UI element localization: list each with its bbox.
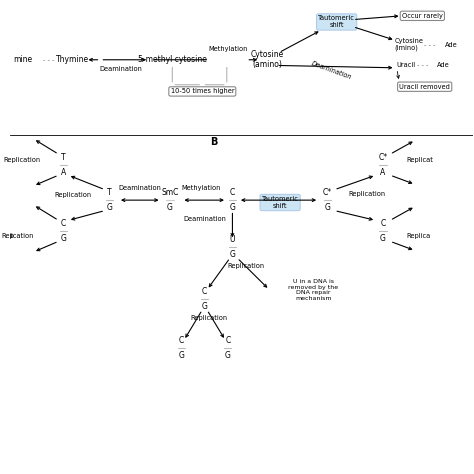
Text: 5-methyl cytosine: 5-methyl cytosine xyxy=(138,55,207,64)
Text: C: C xyxy=(380,219,386,228)
Text: Deamination: Deamination xyxy=(183,216,226,222)
Text: C: C xyxy=(61,219,66,228)
Text: A: A xyxy=(61,168,66,177)
Text: Methylation: Methylation xyxy=(182,185,221,191)
Text: G: G xyxy=(60,234,66,243)
Text: G: G xyxy=(380,234,386,243)
Text: G: G xyxy=(324,203,330,212)
Text: Deamination: Deamination xyxy=(100,66,143,72)
Text: SmC: SmC xyxy=(161,188,179,197)
Text: Tautomeric
shift: Tautomeric shift xyxy=(318,16,355,28)
Text: T: T xyxy=(61,153,66,162)
Text: lication: lication xyxy=(9,233,34,238)
Text: G: G xyxy=(179,351,184,360)
Text: T: T xyxy=(107,188,112,197)
Text: Replication: Replication xyxy=(228,263,265,269)
Text: Uracil removed: Uracil removed xyxy=(399,84,450,90)
Text: Ade: Ade xyxy=(445,42,457,48)
Text: - - -: - - - xyxy=(417,63,428,68)
Text: G: G xyxy=(167,203,173,212)
Text: Deamination: Deamination xyxy=(311,61,353,81)
Text: U in a DNA is
removed by the
DNA repair
mechanism: U in a DNA is removed by the DNA repair … xyxy=(288,279,338,301)
Text: C*: C* xyxy=(378,153,388,162)
Text: Thymine: Thymine xyxy=(56,55,89,64)
Text: mine: mine xyxy=(13,55,32,64)
Text: Replication: Replication xyxy=(3,157,40,163)
Text: Replication: Replication xyxy=(348,191,385,198)
Text: U: U xyxy=(230,235,235,244)
Text: Replication: Replication xyxy=(191,315,228,321)
Text: Methylation: Methylation xyxy=(208,46,247,52)
Text: G: G xyxy=(202,302,208,311)
Text: - - -: - - - xyxy=(43,57,54,63)
Text: G: G xyxy=(229,203,236,212)
Text: 10-50 times higher: 10-50 times higher xyxy=(171,89,234,94)
Text: G: G xyxy=(107,203,113,212)
Text: - - -: - - - xyxy=(424,42,435,48)
Text: Replicat: Replicat xyxy=(406,157,433,163)
Text: C: C xyxy=(225,336,230,345)
Text: A: A xyxy=(380,168,386,177)
Text: G: G xyxy=(225,351,231,360)
Text: B: B xyxy=(210,137,218,147)
Text: Replication: Replication xyxy=(54,192,91,199)
Text: Tautomeric
shift: Tautomeric shift xyxy=(262,196,299,209)
Text: Cytosine
(amino): Cytosine (amino) xyxy=(251,50,284,70)
Text: G: G xyxy=(229,250,236,259)
Text: Occur rarely: Occur rarely xyxy=(402,13,443,19)
Text: Uracil: Uracil xyxy=(397,63,416,68)
Text: C: C xyxy=(230,188,235,197)
Text: Cytosine
(imino): Cytosine (imino) xyxy=(394,38,424,51)
Text: Deamination: Deamination xyxy=(118,185,161,191)
Text: Rep: Rep xyxy=(1,233,14,238)
Text: Ade: Ade xyxy=(437,63,450,68)
Text: C: C xyxy=(179,336,184,345)
Text: Replica: Replica xyxy=(406,233,430,238)
Text: C: C xyxy=(202,287,207,296)
Text: C*: C* xyxy=(323,188,332,197)
